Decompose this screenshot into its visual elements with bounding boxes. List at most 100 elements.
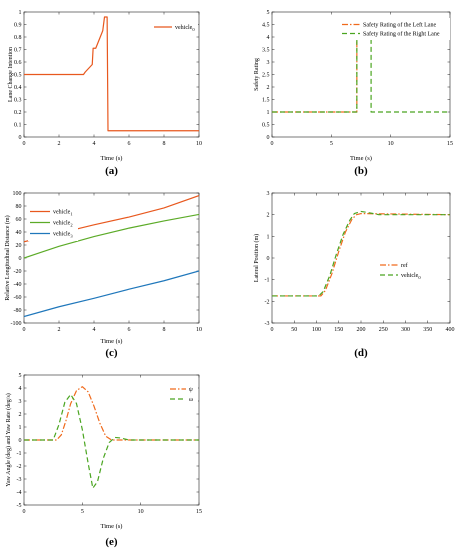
y-tick-label: 1 xyxy=(267,234,270,240)
y-tick-label: 100 xyxy=(13,191,22,197)
y-axis-label: Safety Rating xyxy=(253,58,260,91)
y-tick-label: 1 xyxy=(267,110,270,116)
x-tick-label: 10 xyxy=(196,141,202,147)
x-tick-label: 4 xyxy=(93,141,96,147)
y-tick-label: 0.3 xyxy=(14,98,22,104)
y-tick-label: 0 xyxy=(19,256,22,262)
series-line-c-2 xyxy=(24,270,199,318)
legend-label: ψ xyxy=(189,387,193,393)
panel-label: (e) xyxy=(105,536,118,548)
y-tick-label: 0.8 xyxy=(14,35,22,41)
series-line-e-1 xyxy=(24,393,199,489)
panel-d: 0 50 100 150 200 250 300 350 400 -3 -2 -1 0 1 2 3 Latera… xyxy=(253,191,455,359)
legend-label-subscript: 3 xyxy=(70,233,73,238)
y-tick-label: 1 xyxy=(19,10,22,16)
y-tick-label: 2.5 xyxy=(262,73,270,79)
legend-label-text: vehicle xyxy=(53,221,71,227)
legend-label-subscript: 0 xyxy=(192,27,195,32)
y-tick-label: 0 xyxy=(267,256,270,262)
legend-label-text: Safety Rating of the Right Lane xyxy=(363,31,440,38)
x-tick-label: 0 xyxy=(271,141,274,147)
legend-label-text: ω xyxy=(189,397,193,403)
panel-label: (b) xyxy=(354,165,368,177)
legend-label-subscript: 2 xyxy=(70,222,72,227)
y-tick-label: 3 xyxy=(267,191,270,197)
y-tick-label: 0.6 xyxy=(14,60,22,66)
legend-d: ref vehicle0 xyxy=(378,258,424,282)
x-axis-label: Time (s) xyxy=(101,155,123,162)
y-tick-label: 0 xyxy=(19,438,22,444)
y-tick-label: 0.4 xyxy=(14,85,22,91)
y-tick-label: -60 xyxy=(14,295,22,301)
y-tick-label: -80 xyxy=(14,308,22,314)
y-tick-label: -5 xyxy=(17,503,22,509)
x-tick-label: 200 xyxy=(357,327,366,333)
x-tick-label: 250 xyxy=(379,327,388,333)
y-tick-label: 40 xyxy=(16,230,22,236)
y-axis-label: Lateral Position (m) xyxy=(253,234,260,282)
legend-label: vehicle2 xyxy=(53,221,73,228)
x-axis-label: Time (s) xyxy=(101,523,123,530)
legend-label-text: vehicle xyxy=(175,25,193,31)
y-tick-label: -2 xyxy=(265,299,270,305)
panel-b: 0 5 10 15 0 0.5 1 1.5 2 2.5 3 3.5 4 4.5 5 Time (s) Safet… xyxy=(253,10,453,177)
y-tick-label: 4 xyxy=(267,35,270,41)
x-tick-label: 4 xyxy=(93,327,96,333)
y-tick-label: -1 xyxy=(17,451,22,457)
y-tick-label: 3 xyxy=(19,399,22,405)
y-tick-label: 4 xyxy=(19,386,22,392)
y-tick-label: 0.2 xyxy=(14,110,22,116)
y-tick-label: -3 xyxy=(17,477,22,483)
legend-label-text: Safety Rating of the Left Lane xyxy=(363,22,436,29)
y-axis-label: Lane Change Intention xyxy=(8,47,14,102)
x-tick-label: 8 xyxy=(163,141,166,147)
y-tick-label: 80 xyxy=(16,204,22,210)
series-line-e-0 xyxy=(24,386,199,441)
y-tick-label: 3.5 xyxy=(262,48,270,54)
x-tick-label: 5 xyxy=(330,141,333,147)
legend-label: ω xyxy=(189,397,193,403)
y-tick-label: 0.5 xyxy=(262,123,270,129)
x-tick-label: 150 xyxy=(334,327,343,333)
x-axis-label: Time (s) xyxy=(101,338,123,345)
panel-a: 0 2 4 6 8 10 0 0.1 0.2 0.3 0.4 0.5 0.6 0.7 0.8 0.9 1 Time… xyxy=(8,10,202,177)
x-tick-label: 6 xyxy=(128,327,131,333)
x-tick-label: 6 xyxy=(128,141,131,147)
x-tick-label: 400 xyxy=(446,327,455,333)
legend-box xyxy=(152,20,198,34)
legend-label-text: ref xyxy=(401,262,408,269)
legend-a: vehicle0 xyxy=(152,20,198,34)
y-tick-label: 2 xyxy=(267,85,270,91)
y-tick-label: 5 xyxy=(267,10,270,16)
x-tick-label: 2 xyxy=(58,327,61,333)
y-tick-label: -20 xyxy=(14,269,22,275)
panel-label: (a) xyxy=(105,165,118,177)
y-tick-label: 1.5 xyxy=(262,98,270,104)
y-tick-label: 0.5 xyxy=(14,73,22,79)
x-tick-label: 100 xyxy=(312,327,321,333)
x-tick-label: 8 xyxy=(163,327,166,333)
legend-box xyxy=(168,382,198,406)
y-tick-label: 2 xyxy=(267,213,270,219)
series-line-d-0 xyxy=(272,212,450,297)
y-tick-label: 60 xyxy=(16,217,22,223)
x-tick-label: 15 xyxy=(196,509,202,515)
legend-label: vehicle0 xyxy=(401,273,421,280)
legend-box xyxy=(378,258,424,282)
x-tick-label: 10 xyxy=(388,141,394,147)
y-tick-label: -1 xyxy=(265,278,270,284)
legend-label-subscript: 0 xyxy=(418,275,421,280)
x-tick-label: 15 xyxy=(447,141,453,147)
legend-label-text: ψ xyxy=(189,387,193,393)
x-tick-label: 0 xyxy=(23,141,26,147)
series-line-d-1 xyxy=(272,210,450,297)
legend-e: ψω xyxy=(168,382,198,406)
panel-label: (d) xyxy=(354,347,368,359)
x-tick-label: 5 xyxy=(81,509,84,515)
series-line-c-1 xyxy=(24,213,199,259)
y-tick-label: 4.5 xyxy=(262,23,270,29)
legend-label: Safety Rating of the Left Lane xyxy=(363,22,436,29)
x-tick-label: 0 xyxy=(23,509,26,515)
